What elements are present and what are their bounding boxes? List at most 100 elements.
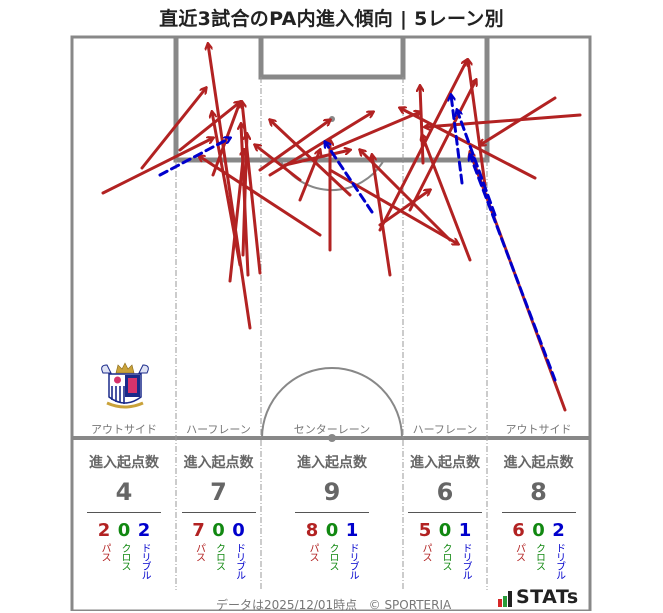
pass-arrow (255, 145, 302, 182)
pass-arrow (378, 60, 467, 232)
dribble-count: 2 (552, 520, 565, 541)
dribble-count: 1 (458, 520, 472, 541)
stats-logo-text: STATs (516, 586, 579, 608)
pass-label: パス (193, 543, 205, 561)
dribble-label: ドリブル (233, 543, 245, 579)
entries-total: 8 (530, 478, 547, 506)
pass-label: パス (513, 543, 525, 561)
pass-count: 7 (192, 520, 205, 541)
pass-arrow (480, 96, 557, 145)
pass-arrow (408, 80, 476, 212)
pass-arrow (140, 88, 206, 170)
dribble-label: ドリブル (553, 543, 565, 579)
entries-total: 4 (115, 478, 133, 506)
lane-dividers (175, 77, 488, 590)
lane-label-right-halfspace: ハーフレーン (412, 423, 478, 436)
dribble-count: 0 (232, 520, 245, 541)
pass-arrow (242, 102, 262, 275)
cross-count: 0 (325, 520, 339, 541)
pass-arrow (178, 102, 240, 152)
pass-arrow (212, 112, 242, 267)
divider (408, 512, 482, 513)
lane-label-center: センターレーン (293, 423, 371, 436)
footer-credit: データは2025/12/01時点 © SPORTERIA (216, 596, 451, 613)
entries-heading: 進入起点数 (503, 455, 574, 471)
divider (295, 512, 369, 513)
cross-label: クロス (327, 543, 338, 570)
pass-label: パス (307, 543, 318, 561)
cross-count: 0 (117, 520, 131, 541)
cross-label: クロス (533, 543, 545, 570)
bar-chart-icon (498, 591, 512, 607)
lane-stats-left-halfspace: 進入起点数 7 7 パス 0 クロス 0 ドリブル (176, 452, 261, 579)
dribble-arrow (457, 110, 497, 217)
goal-area (258, 37, 406, 80)
dribble-label: ドリブル (139, 543, 150, 579)
divider (501, 512, 576, 513)
pass-arrow (101, 138, 213, 195)
dribble-arrow (325, 142, 374, 214)
pass-arrow (425, 113, 582, 127)
lane-label-right-outside: アウトサイド (505, 423, 572, 436)
divider (87, 512, 161, 513)
entries-heading: 進入起点数 (183, 455, 254, 471)
lane-label-left-halfspace: ハーフレーン (186, 423, 251, 436)
pass-label: パス (420, 543, 431, 561)
cross-count: 0 (212, 520, 225, 541)
entries-total: 6 (436, 478, 454, 506)
entries-total: 9 (323, 478, 341, 506)
cross-label: クロス (119, 543, 130, 570)
dribble-label: ドリブル (460, 543, 471, 579)
pass-arrow (360, 150, 452, 242)
pass-arrow (378, 190, 430, 227)
pass-arrow (208, 44, 252, 330)
entry-type-breakdown: 7 パス 0 クロス 0 ドリブル (176, 520, 261, 580)
dribble-arrows (158, 95, 557, 382)
divider (181, 512, 256, 513)
pass-arrow (270, 120, 352, 197)
pass-arrow (400, 108, 537, 180)
entry-type-breakdown: 2 パス 0 クロス 2 ドリブル (72, 520, 176, 580)
lane-stats-center: 進入起点数 9 8 パス 0 クロス 1 ドリブル (261, 452, 403, 579)
pass-count: 8 (305, 520, 319, 541)
data-date: データは2025/12/01時点 (216, 598, 358, 612)
entries-heading: 進入起点数 (89, 455, 159, 471)
chart-title: 直近3試合のPA内進入傾向 | 5レーン別 (159, 8, 504, 30)
pass-count: 5 (418, 520, 432, 541)
cross-label: クロス (440, 543, 451, 570)
dribble-label: ドリブル (347, 543, 358, 579)
dribble-count: 1 (345, 520, 359, 541)
copyright: © SPORTERIA (368, 598, 452, 612)
pass-arrow (283, 150, 350, 167)
entries-heading: 進入起点数 (297, 455, 367, 471)
team-crest-icon (101, 362, 149, 409)
pitch-outline (70, 35, 592, 611)
lane-label-left-outside: アウトサイド (91, 423, 157, 436)
lane-stats-right-outside: 進入起点数 8 6 パス 0 クロス 2 ドリブル (487, 452, 590, 579)
cross-count: 0 (438, 520, 452, 541)
entries-heading: 進入起点数 (410, 455, 480, 471)
pass-count: 2 (97, 520, 111, 541)
pass-arrow (422, 135, 472, 262)
center-circle (261, 367, 403, 439)
pass-arrow (372, 155, 392, 277)
center-spot (328, 434, 336, 442)
pass-arrow (328, 112, 420, 152)
lane-stats-left-outside: 進入起点数 4 2 パス 0 クロス 2 ドリブル (72, 452, 176, 579)
stats-logo: STATs (498, 588, 579, 607)
dribble-arrow (451, 95, 464, 185)
lane-stats-right-halfspace: 進入起点数 6 5 パス 0 クロス 1 ドリブル (403, 452, 487, 579)
pass-count: 6 (512, 520, 525, 541)
dribble-count: 2 (137, 520, 151, 541)
entry-type-breakdown: 8 パス 0 クロス 1 ドリブル (261, 520, 403, 580)
cross-count: 0 (532, 520, 545, 541)
pass-label: パス (99, 543, 110, 561)
entry-type-breakdown: 6 パス 0 クロス 2 ドリブル (487, 520, 590, 580)
pass-arrow (199, 156, 322, 237)
dribble-arrow (158, 138, 230, 177)
pass-arrow (228, 150, 244, 283)
pass-arrow (328, 168, 458, 244)
entries-total: 7 (210, 478, 227, 506)
dribble-arrow (470, 155, 557, 382)
